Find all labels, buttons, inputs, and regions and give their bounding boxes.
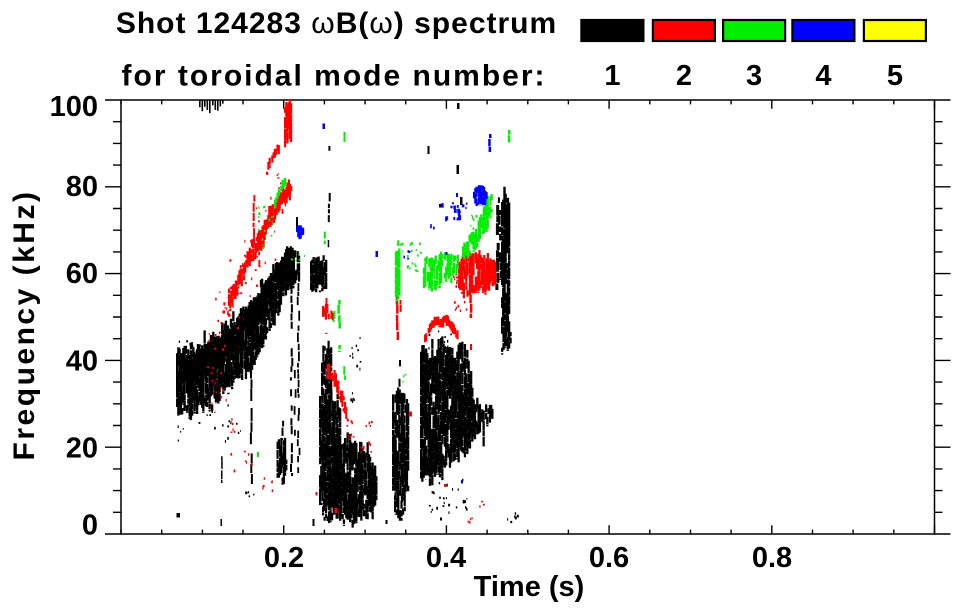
svg-text:20: 20 [66,432,98,464]
svg-text:0.6: 0.6 [589,542,629,574]
svg-text:0.4: 0.4 [426,542,466,574]
svg-text:4: 4 [815,60,831,92]
svg-text:Frequency (kHz): Frequency (kHz) [8,190,41,461]
svg-text:2: 2 [676,60,692,92]
svg-text:60: 60 [66,258,98,290]
svg-text:0: 0 [82,510,98,542]
svg-text:100: 100 [50,91,98,123]
svg-text:0.2: 0.2 [264,542,304,574]
svg-text:80: 80 [66,171,98,203]
svg-text:40: 40 [66,346,98,378]
svg-text:Time (s): Time (s) [474,571,585,603]
svg-text:1: 1 [604,60,620,92]
svg-text:5: 5 [887,60,903,92]
svg-text:3: 3 [746,60,762,92]
svg-text:0.8: 0.8 [752,542,792,574]
svg-text:Shot 124283 ωB(ω) spectrum: Shot 124283 ωB(ω) spectrum [116,7,557,40]
svg-text:for toroidal mode number:: for toroidal mode number: [122,60,547,93]
